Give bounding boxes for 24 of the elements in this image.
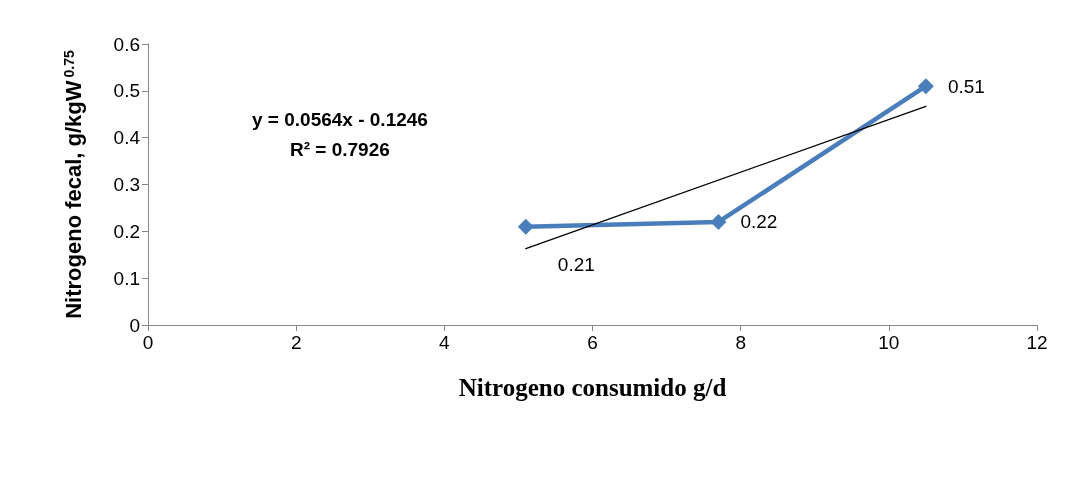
data-label: 0.22 xyxy=(740,211,778,233)
x-tick-label: 4 xyxy=(439,332,451,353)
y-tick-label: 0.3 xyxy=(113,174,140,195)
x-tick-label: 8 xyxy=(735,332,746,353)
point xyxy=(710,213,727,230)
annotation: y = 0.0564x - 0.1246 xyxy=(252,109,428,130)
data-label: 0.51 xyxy=(947,75,985,97)
y-axis-title: Nitrogeno fecal, g/kgW0.75 xyxy=(60,49,86,319)
y-tick-label: 0.5 xyxy=(113,80,140,102)
x-tick-label: 0 xyxy=(142,332,154,353)
x-tick-label: 6 xyxy=(587,332,598,353)
point xyxy=(917,78,934,95)
annotation: R² = 0.7926 xyxy=(290,139,390,160)
x-tick-label: 2 xyxy=(290,332,302,353)
y-tick-label: 0.6 xyxy=(113,33,140,55)
x-tick-label: 10 xyxy=(878,332,900,353)
x-axis-title: Nitrogeno consumido g/d xyxy=(458,374,727,401)
y-tick-label: 0.4 xyxy=(113,127,141,149)
x-tick-label: 12 xyxy=(1026,332,1048,353)
point xyxy=(517,218,534,235)
y-tick-label: 0 xyxy=(129,314,140,336)
y-tick-label: 0.2 xyxy=(113,220,140,242)
data-label: 0.21 xyxy=(557,254,595,276)
y-tick-label: 0.1 xyxy=(113,267,140,289)
